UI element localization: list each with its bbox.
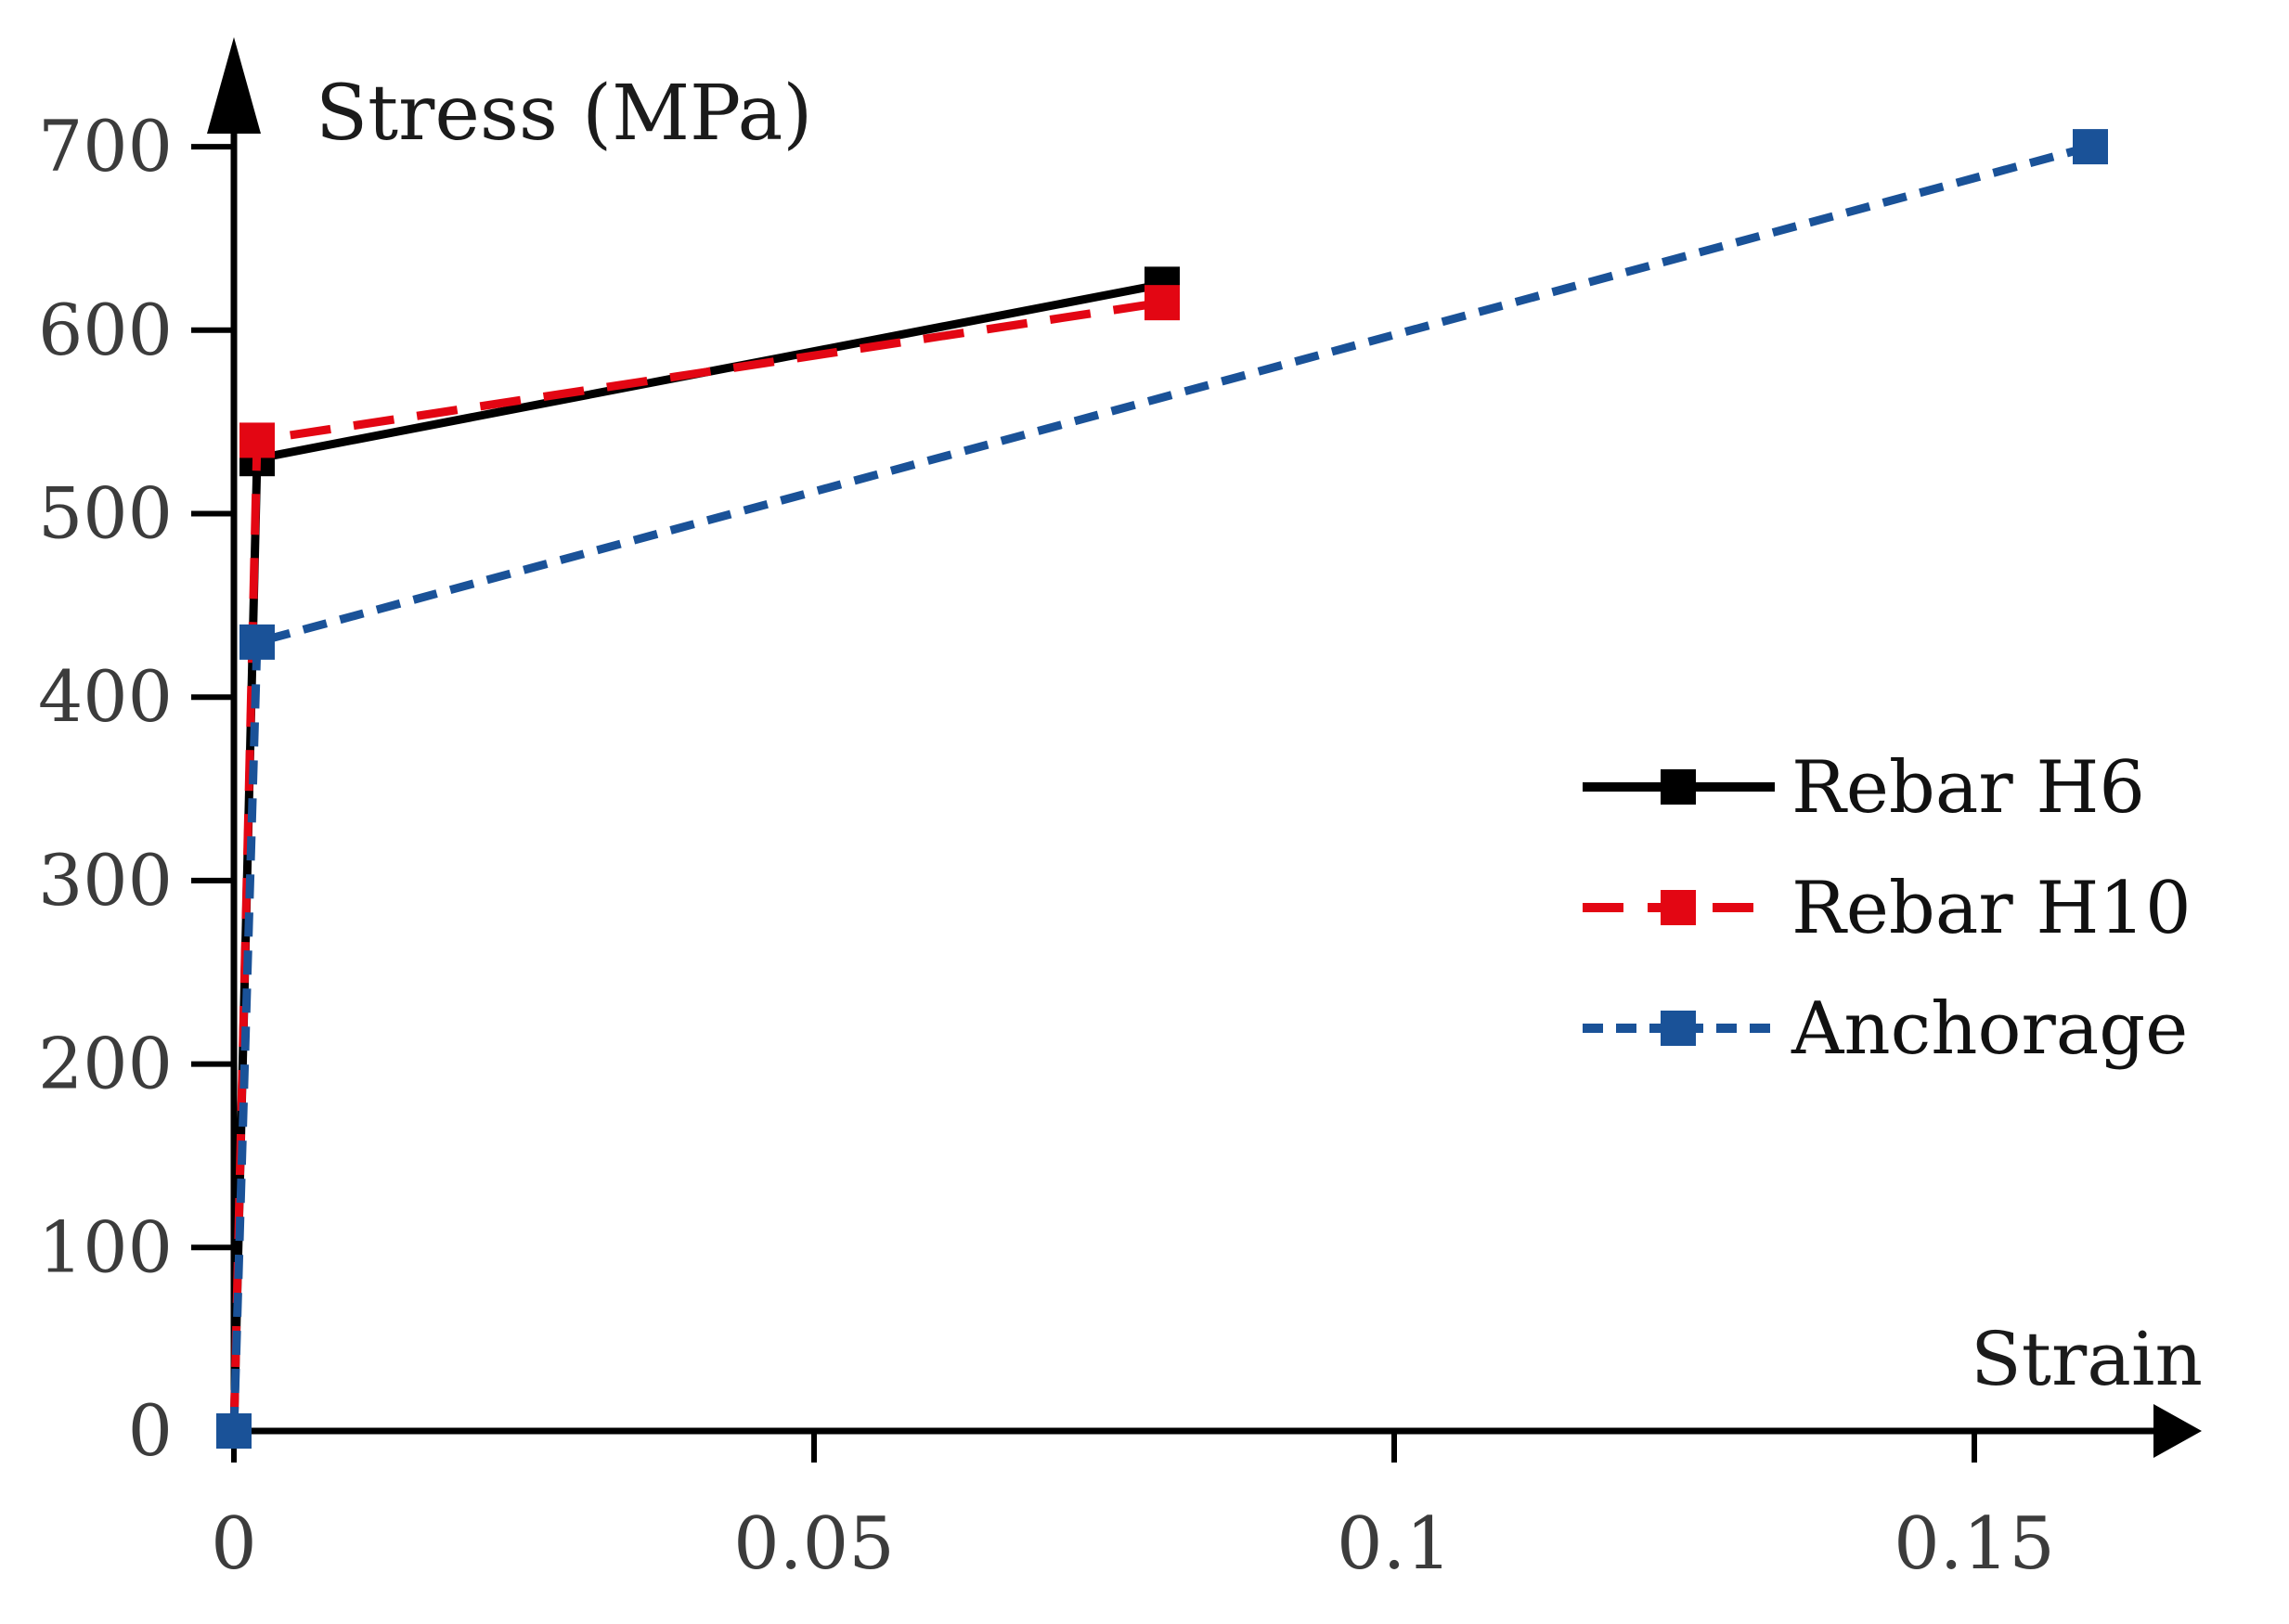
y-tick-label-100: 100: [38, 1205, 173, 1288]
marker-rebar-h10-1: [239, 422, 275, 458]
y-tick-label-200: 200: [38, 1023, 173, 1105]
legend-marker-rebar-h10: [1661, 890, 1696, 925]
legend-label-rebar-h6: Rebar H6: [1791, 746, 2145, 830]
marker-rebar-h10-2: [1144, 285, 1180, 321]
y-tick-label-300: 300: [38, 839, 173, 922]
legend-marker-rebar-h6: [1661, 769, 1696, 805]
legend-label-rebar-h10: Rebar H10: [1791, 867, 2192, 950]
x-axis-arrow-icon: [2153, 1404, 2202, 1458]
y-tick-label-700: 700: [38, 105, 173, 187]
marker-anchorage-0: [216, 1413, 252, 1449]
y-axis-title: Stress (MPa): [316, 70, 812, 158]
y-tick-label-600: 600: [38, 289, 173, 371]
marker-anchorage-2: [2073, 129, 2108, 165]
legend: Rebar H6 Rebar H10 Anchorage: [1583, 746, 2192, 1071]
series-line-rebar-h10: [229, 298, 1163, 1432]
x-axis-ticks: 0 0.05 0.1 0.15: [211, 1431, 2055, 1586]
y-tick-label-400: 400: [38, 655, 173, 738]
x-tick-label-0.05: 0.05: [733, 1502, 895, 1586]
y-tick-label-500: 500: [38, 472, 173, 555]
series-line-rebar-h6: [229, 279, 1163, 1432]
y-tick-label-0: 0: [128, 1389, 173, 1472]
legend-marker-anchorage: [1661, 1011, 1696, 1046]
y-axis-ticks: 0 100 200 300 400 500 600 700: [38, 105, 234, 1472]
x-tick-label-0: 0: [211, 1502, 257, 1586]
series-layer: [216, 129, 2108, 1449]
x-tick-label-0.15: 0.15: [1894, 1502, 2055, 1586]
marker-anchorage-1: [239, 624, 275, 660]
y-axis-arrow-icon: [207, 37, 261, 134]
axes: [207, 37, 2202, 1458]
x-axis-title: Strain: [1971, 1316, 2203, 1402]
legend-label-anchorage: Anchorage: [1791, 987, 2188, 1071]
legend-item-rebar-h10: Rebar H10: [1583, 867, 2192, 950]
series-line-anchorage: [229, 142, 2092, 1432]
legend-item-anchorage: Anchorage: [1583, 987, 2188, 1071]
legend-item-rebar-h6: Rebar H6: [1583, 746, 2145, 830]
x-tick-label-0.1: 0.1: [1337, 1502, 1452, 1586]
